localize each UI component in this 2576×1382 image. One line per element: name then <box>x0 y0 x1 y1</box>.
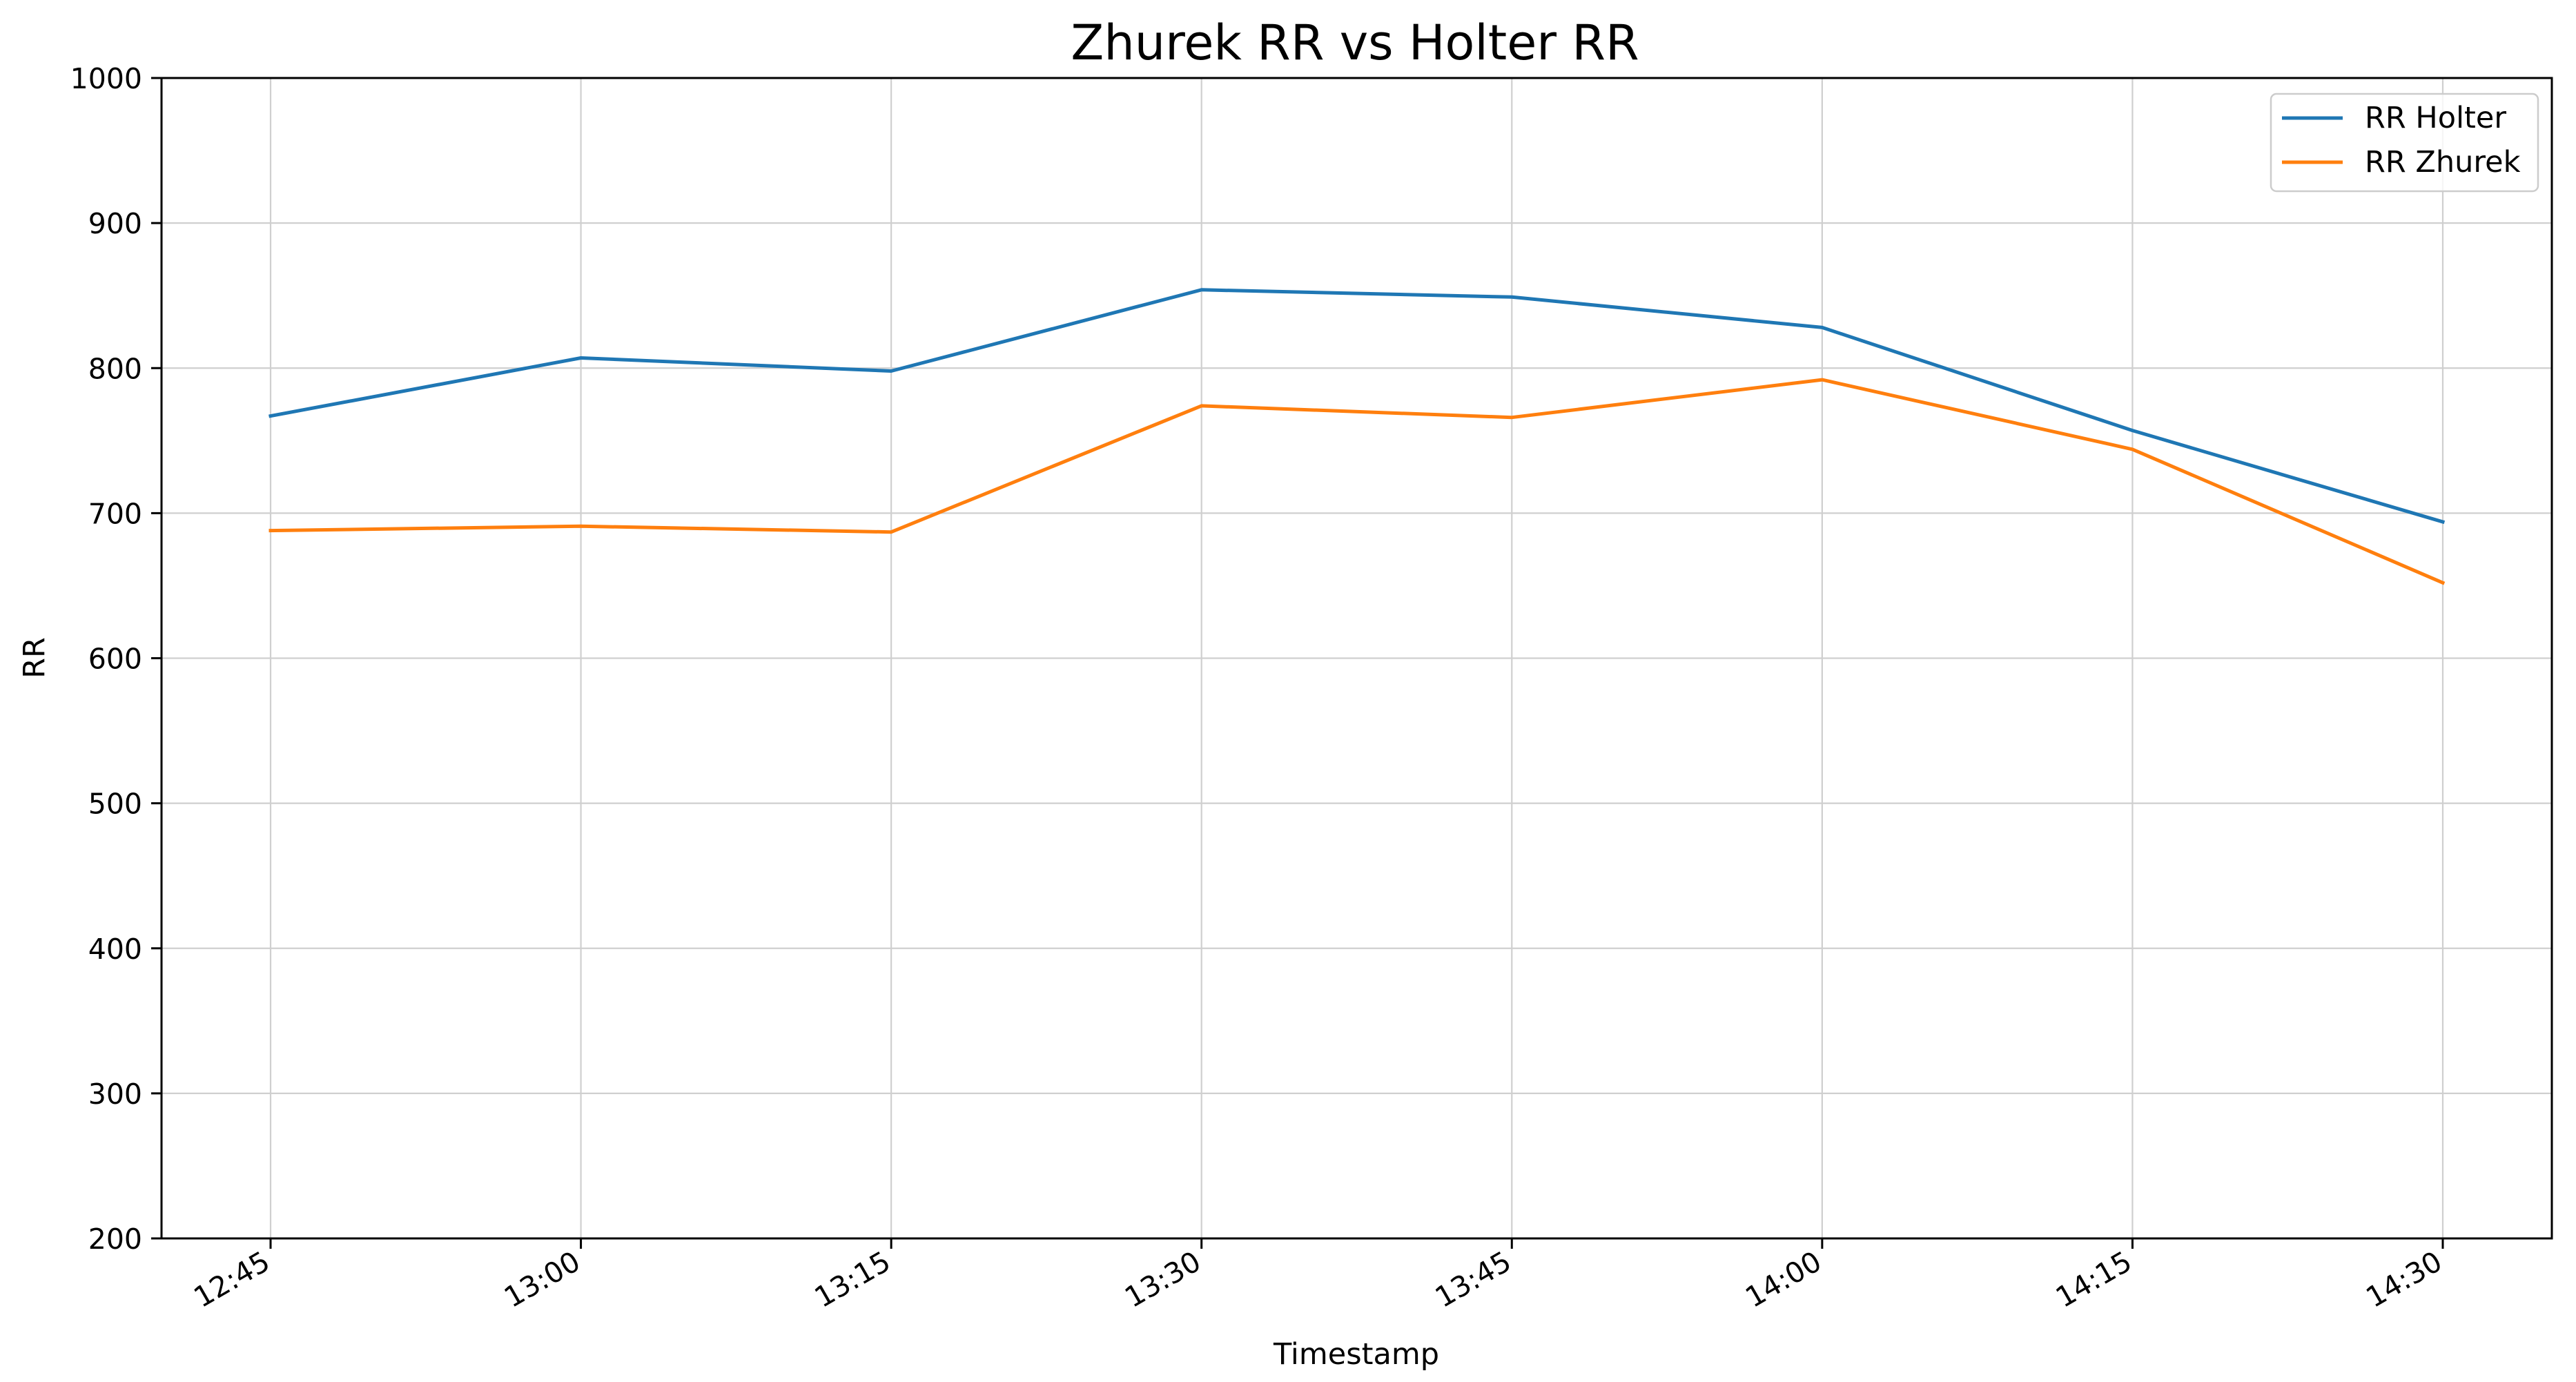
y-tick-label: 800 <box>88 352 142 385</box>
legend: RR Holter RR Zhurek <box>2270 93 2539 193</box>
grid-lines <box>162 78 2552 1238</box>
legend-label-rr-holter: RR Holter <box>2365 101 2506 135</box>
y-tick-label: 300 <box>88 1078 142 1111</box>
series-line-rr-holter <box>269 288 2446 525</box>
y-tick-label: 600 <box>88 643 142 676</box>
chart-title: Zhurek RR vs Holter RR <box>1071 14 1639 71</box>
y-tick-label: 900 <box>88 207 142 240</box>
series-lines <box>269 288 2446 585</box>
y-tick-label: 700 <box>88 497 142 530</box>
y-tick-label: 500 <box>88 788 142 821</box>
x-axis-label: Timestamp <box>1273 1337 1439 1372</box>
y-tick-label: 400 <box>88 933 142 966</box>
y-tick-label: 200 <box>88 1223 142 1256</box>
series-line-rr-zhurek <box>269 378 2446 585</box>
y-axis-ticks: 200 300 400 500 600 700 800 900 1000 <box>70 62 162 1256</box>
y-axis-label: RR <box>17 637 52 679</box>
legend-label-rr-zhurek: RR Zhurek <box>2365 145 2521 179</box>
y-tick-label: 1000 <box>70 62 142 95</box>
